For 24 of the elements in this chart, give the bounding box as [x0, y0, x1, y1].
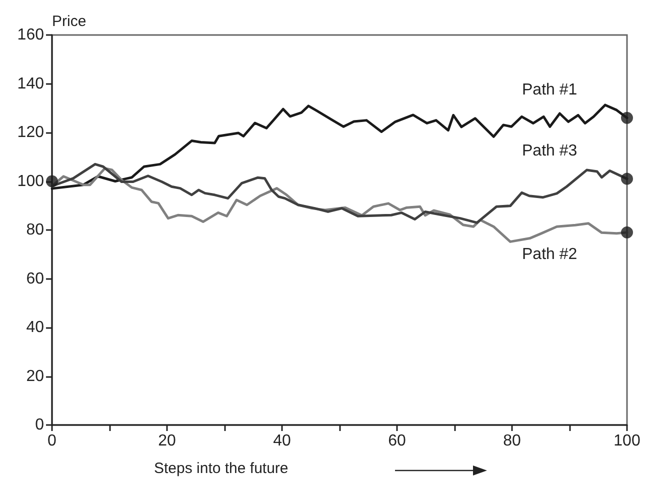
point	[621, 172, 633, 185]
x-tick-label: 100	[614, 432, 640, 450]
x-tick-label: 60	[388, 432, 406, 450]
x-tick-label: 40	[273, 432, 291, 450]
y-tick-label: 120	[17, 124, 44, 141]
y-tick-label: 80	[26, 222, 44, 238]
y-tick-label: 0	[35, 416, 44, 434]
y-axis-title: Price	[52, 13, 86, 30]
point	[621, 112, 633, 124]
y-tick-label: 140	[17, 75, 44, 92]
series-label: Path #1	[522, 81, 578, 98]
y-tick-label: 20	[26, 368, 44, 385]
point	[46, 175, 58, 188]
y-tick-label: 60	[26, 270, 44, 288]
point	[621, 226, 633, 238]
x-tick-label: 20	[158, 432, 176, 450]
y-tick-label: 160	[17, 26, 44, 44]
series-label: Path #2	[522, 246, 578, 263]
y-tick-label: 40	[26, 319, 44, 336]
x-axis-title: Steps into the future	[154, 460, 288, 477]
y-tick-label: 100	[17, 172, 44, 190]
x-tick-label: 80	[503, 432, 521, 450]
x-tick-label: 0	[48, 432, 57, 450]
series-label: Path #3	[522, 142, 578, 160]
